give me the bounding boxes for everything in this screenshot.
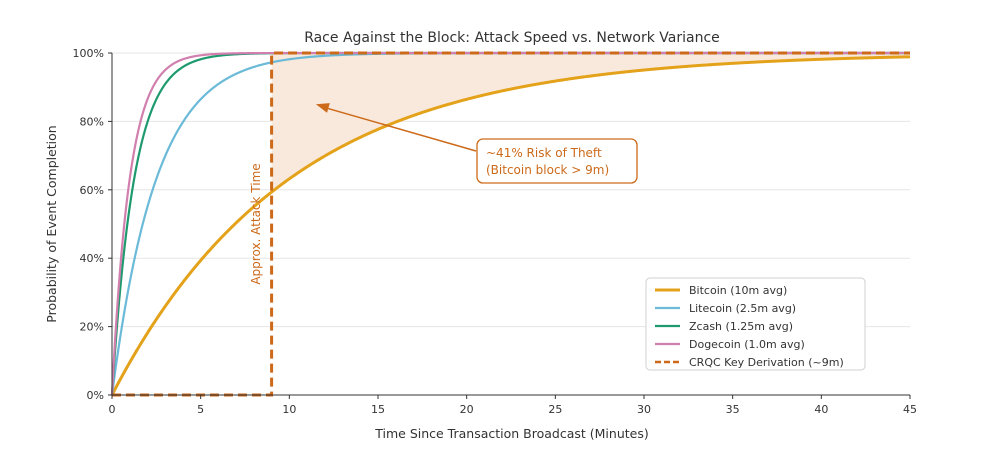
x-tick-label: 10 xyxy=(282,403,296,416)
legend-label: Litecoin (2.5m avg) xyxy=(689,302,796,315)
series-lines xyxy=(110,51,911,397)
x-tick-label: 0 xyxy=(109,403,116,416)
series-line-dogecoin xyxy=(110,51,911,396)
chart-title: Race Against the Block: Attack Speed vs.… xyxy=(304,30,720,46)
series-line-bitcoin xyxy=(110,55,911,396)
legend-label: Zcash (1.25m avg) xyxy=(689,320,793,333)
axes xyxy=(111,53,910,396)
legend-box xyxy=(645,277,866,371)
x-tick-label: 45 xyxy=(903,403,917,416)
y-tick-label: 20% xyxy=(80,321,104,334)
risk-annotation-arrow-line xyxy=(323,106,477,152)
risk-annotation-line1: ~41% Risk of Theft xyxy=(486,146,602,160)
y-tick-label: 40% xyxy=(80,252,104,265)
legend-label: Bitcoin (10m avg) xyxy=(689,284,787,297)
legend: Bitcoin (10m avg) Litecoin (2.5m avg) Zcas… xyxy=(645,277,866,371)
x-axis-label: Time Since Transaction Broadcast (Minute… xyxy=(374,426,648,441)
x-tick-label: 40 xyxy=(814,403,828,416)
risk-annotation-line2: (Bitcoin block > 9m) xyxy=(486,163,609,177)
risk-annotation-arrow-head xyxy=(315,103,330,113)
attack-time-label: Approx. Attack Time xyxy=(249,163,263,284)
x-tick-label: 30 xyxy=(637,403,651,416)
shaded-region xyxy=(271,53,911,193)
legend-label: Dogecoin (1.0m avg) xyxy=(689,338,805,351)
y-tick-label: 0% xyxy=(87,389,104,402)
y-axis-label: Probability of Event Completion xyxy=(44,125,59,322)
risk-annotation-box xyxy=(476,138,638,184)
risk-annotation: ~41% Risk of Theft (Bitcoin block > 9m) xyxy=(315,103,638,184)
x-tick-label: 15 xyxy=(371,403,385,416)
x-tick-label: 35 xyxy=(726,403,740,416)
x-tick-label: 25 xyxy=(548,403,562,416)
ticks: 0 5 10 15 20 25 30 35 40 45 0% 20% 40% 60% 80% 100% xyxy=(73,47,917,416)
y-tick-label: 60% xyxy=(80,184,104,197)
y-tick-label: 100% xyxy=(73,47,104,60)
legend-label: CRQC Key Derivation (~9m) xyxy=(689,356,844,369)
x-tick-label: 20 xyxy=(460,403,474,416)
series-line-crqc-step xyxy=(112,51,910,397)
x-tick-label: 5 xyxy=(197,403,204,416)
shaded-risk-region xyxy=(271,53,911,193)
y-tick-label: 80% xyxy=(80,115,104,128)
